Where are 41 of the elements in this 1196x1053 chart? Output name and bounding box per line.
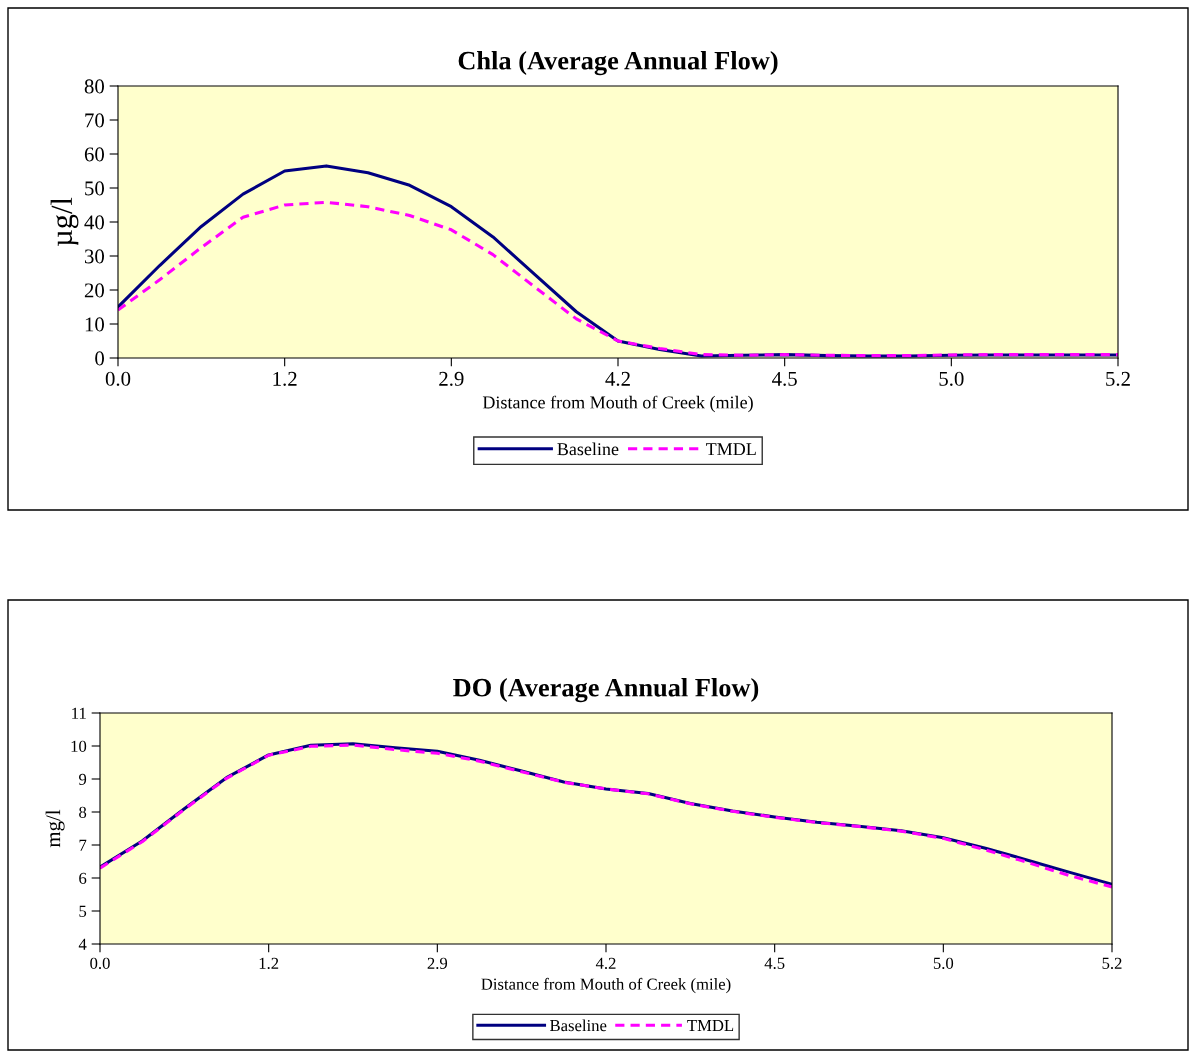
legend-label: Baseline	[557, 442, 619, 456]
x-tick-label: 4.5	[764, 957, 785, 969]
x-tick-label: 5.0	[939, 371, 964, 386]
chart-title: Chla (Average Annual Flow)	[458, 51, 778, 76]
y-tick-label: 5	[79, 905, 87, 917]
x-tick-label: 4.2	[595, 957, 616, 969]
x-tick-label: 4.5	[772, 371, 797, 386]
x-axis-title: Distance from Mouth of Creek (mile)	[481, 977, 731, 994]
legend-label: Baseline	[550, 1019, 607, 1032]
y-tick-label: 0	[95, 351, 105, 366]
x-tick-label: 2.9	[427, 957, 448, 969]
x-tick-label: 2.9	[439, 371, 464, 386]
x-tick-label: 5.0	[933, 957, 954, 969]
y-tick-label: 60	[84, 147, 105, 162]
legend-label: TMDL	[705, 443, 756, 456]
y-tick-label: 40	[84, 215, 105, 230]
x-tick-label: 1.2	[273, 371, 297, 386]
x-tick-label: 0.0	[90, 957, 110, 969]
y-tick-label: 11	[72, 707, 86, 719]
y-axis-title: µg/l	[50, 197, 79, 246]
y-tick-label: 10	[85, 317, 105, 332]
x-tick-label: 5.2	[1106, 371, 1130, 386]
y-tick-label: 70	[85, 113, 105, 128]
x-tick-label: 1.2	[259, 957, 279, 969]
legend-label: TMDL	[687, 1020, 734, 1032]
x-tick-label: 0.0	[105, 371, 131, 386]
y-tick-label: 4	[78, 938, 87, 950]
y-tick-label: 20	[84, 283, 105, 298]
y-tick-label: 8	[79, 806, 87, 818]
x-axis-title: Distance from Mouth of Creek (mile)	[482, 395, 753, 413]
y-tick-label: 30	[84, 249, 105, 264]
y-tick-label: 7	[79, 839, 87, 851]
y-tick-label: 80	[84, 79, 105, 94]
y-tick-label: 6	[79, 872, 87, 884]
y-axis-title: mg/l	[45, 809, 65, 848]
y-tick-label: 50	[85, 181, 105, 196]
x-tick-label: 4.2	[605, 371, 630, 386]
chart-title: DO (Average Annual Flow)	[453, 678, 759, 703]
y-tick-label: 10	[71, 740, 87, 752]
y-tick-label: 9	[79, 773, 87, 785]
x-tick-label: 5.2	[1102, 957, 1122, 969]
